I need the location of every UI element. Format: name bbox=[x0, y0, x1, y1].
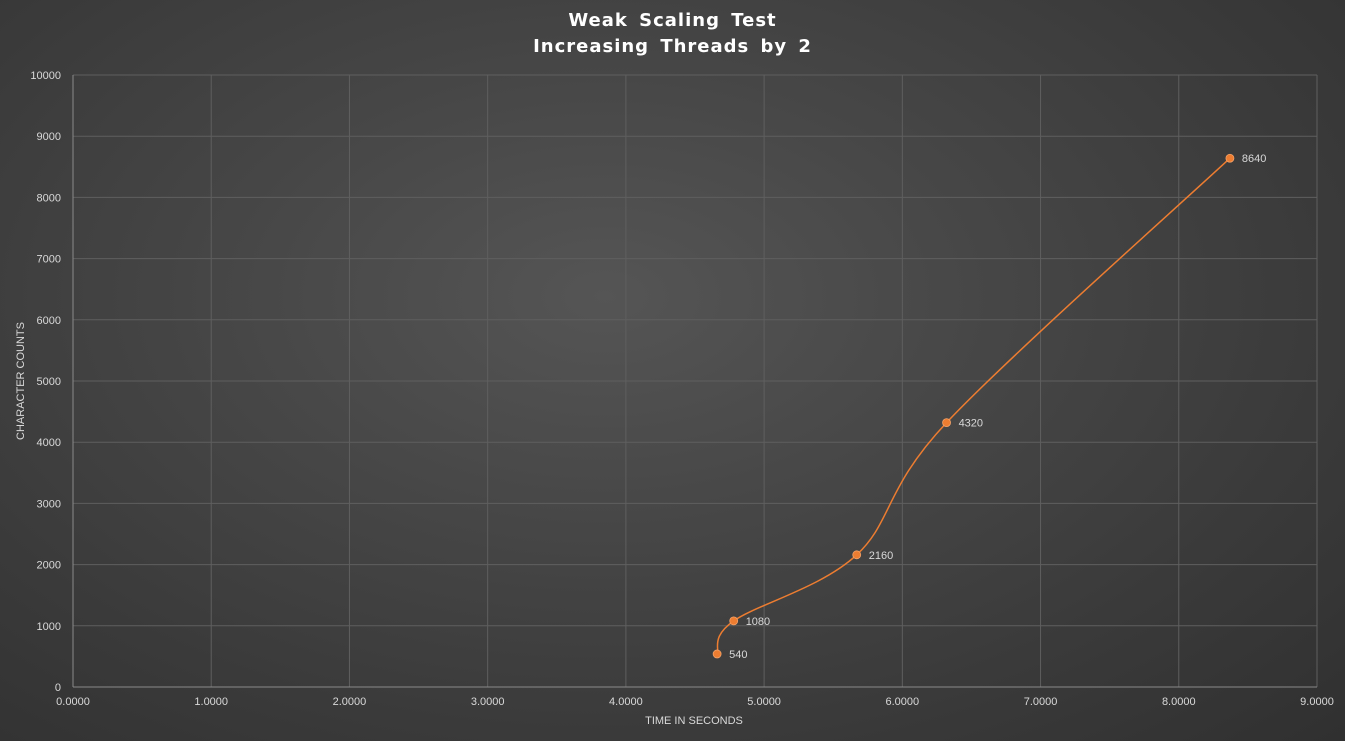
y-tick-labels: 0 1000 2000 3000 4000 5000 6000 7000 8000 9000 100… bbox=[30, 70, 61, 694]
data-labels: 540 1080 2160 4320 8640 bbox=[729, 153, 1266, 661]
grid-lines bbox=[72, 74, 1318, 688]
x-tick-label: 9.0000 bbox=[1300, 696, 1334, 708]
x-tick-label: 2.0000 bbox=[333, 696, 367, 708]
data-point bbox=[729, 616, 739, 626]
x-tick-label: 1.0000 bbox=[194, 696, 228, 708]
y-tick-label: 2000 bbox=[37, 560, 61, 572]
x-tick-label: 4.0000 bbox=[609, 696, 643, 708]
x-axis-title: TIME IN SECONDS bbox=[645, 715, 743, 727]
data-label: 540 bbox=[729, 649, 747, 661]
series-points bbox=[712, 153, 1235, 659]
data-label: 4320 bbox=[959, 418, 983, 430]
chart-title: Weak Scaling Test bbox=[568, 10, 777, 31]
y-tick-label: 5000 bbox=[37, 376, 61, 388]
y-axis-title: CHARACTER COUNTS bbox=[15, 322, 27, 440]
data-point bbox=[712, 649, 722, 659]
x-tick-label: 7.0000 bbox=[1024, 696, 1058, 708]
axes bbox=[72, 75, 1317, 688]
x-tick-label: 3.0000 bbox=[471, 696, 505, 708]
data-label: 1080 bbox=[746, 616, 770, 628]
y-tick-label: 0 bbox=[55, 682, 61, 694]
data-point bbox=[1225, 153, 1235, 163]
y-tick-label: 1000 bbox=[37, 621, 61, 633]
series-line bbox=[716, 157, 1231, 655]
data-point bbox=[852, 550, 862, 560]
x-tick-labels: 0.0000 1.0000 2.0000 3.0000 4.0000 5.0000 6.00… bbox=[56, 696, 1334, 708]
x-tick-label: 5.0000 bbox=[747, 696, 781, 708]
y-tick-label: 8000 bbox=[37, 192, 61, 204]
y-tick-label: 3000 bbox=[37, 498, 61, 510]
y-tick-label: 4000 bbox=[37, 437, 61, 449]
data-point bbox=[942, 418, 951, 428]
y-tick-label: 10000 bbox=[30, 70, 61, 82]
x-tick-label: 0.0000 bbox=[56, 696, 90, 708]
x-tick-label: 8.0000 bbox=[1162, 696, 1196, 708]
data-label: 2160 bbox=[869, 550, 893, 562]
y-tick-label: 6000 bbox=[37, 315, 61, 327]
data-label: 8640 bbox=[1242, 153, 1266, 165]
y-tick-label: 7000 bbox=[37, 254, 61, 266]
chart-subtitle: Increasing Threads by 2 bbox=[533, 36, 812, 57]
x-tick-label: 6.0000 bbox=[886, 696, 920, 708]
series-line-layer bbox=[716, 157, 1231, 655]
y-tick-label: 9000 bbox=[37, 131, 61, 143]
